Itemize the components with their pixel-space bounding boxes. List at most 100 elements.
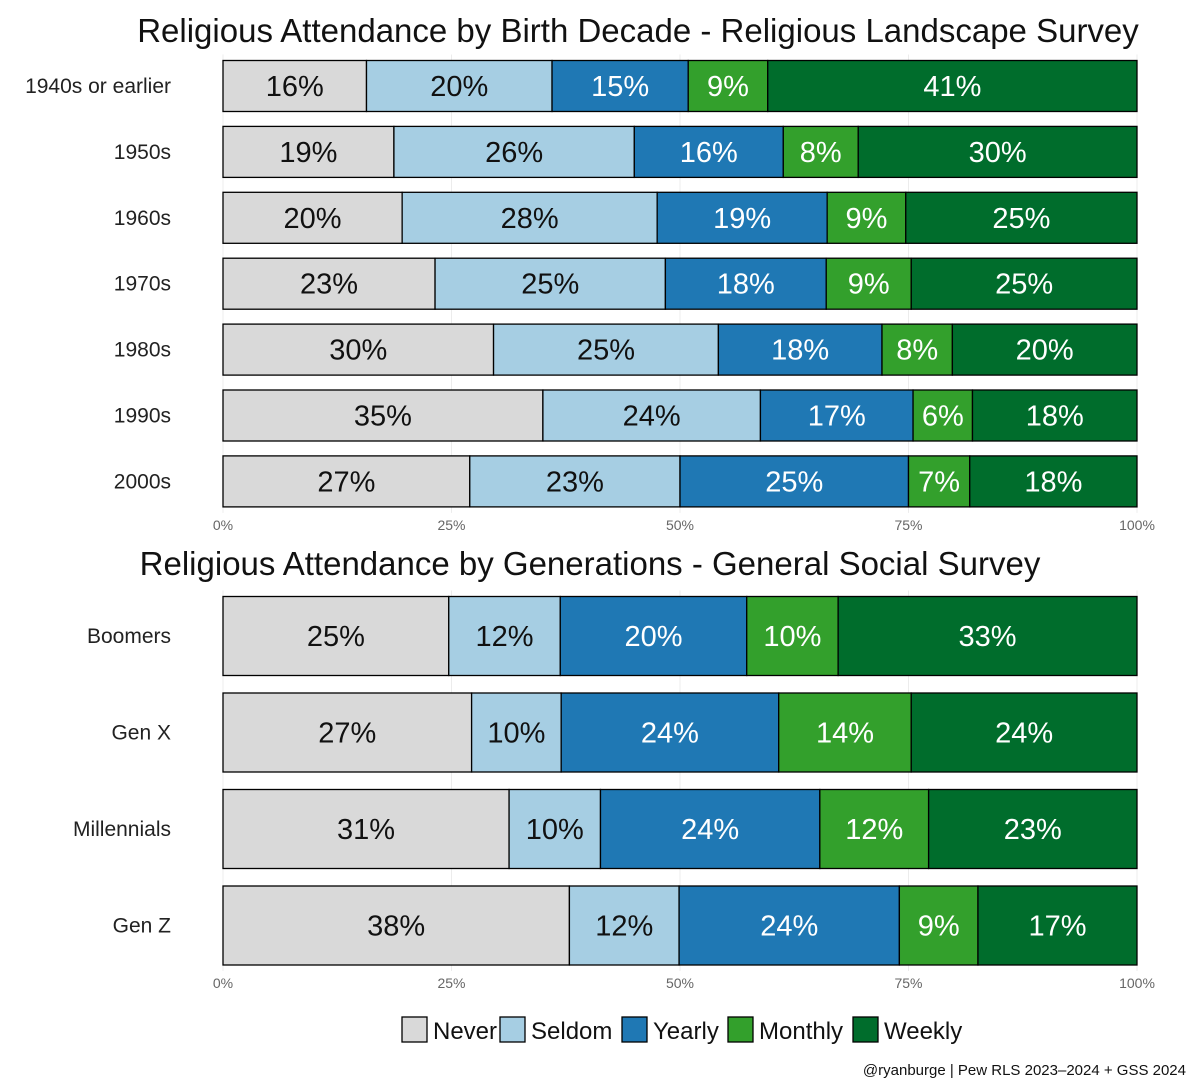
bar-segment-never	[222, 595, 450, 677]
data-label: 12%	[595, 911, 653, 943]
bar-segment-weekly	[857, 125, 1138, 179]
x-tick-label: 25%	[437, 975, 465, 991]
data-label: 7%	[918, 466, 960, 498]
data-label: 25%	[765, 466, 823, 498]
x-tick-label: 100%	[1119, 517, 1155, 533]
bar-segment-monthly	[746, 595, 839, 677]
data-label: 19%	[713, 203, 771, 235]
chart-panels: 0% 25% 50% 75% 100% 1940s or earlier 16% 20% 15%…	[25, 54, 1155, 991]
bar-segment-weekly	[905, 191, 1138, 244]
data-label: 25%	[995, 269, 1053, 301]
bar-segment-monthly	[912, 389, 974, 442]
bar-segment-never	[222, 125, 395, 179]
data-label: 20%	[1016, 335, 1074, 367]
bar-segment-weekly	[910, 257, 1138, 310]
bar-segment-seldom	[434, 257, 667, 310]
chart-title-generations: Religious Attendance by Generations - Ge…	[140, 545, 1041, 582]
bar-segment-never	[222, 323, 495, 376]
bar-segment-seldom	[469, 455, 681, 508]
category-label: Boomers	[87, 625, 171, 648]
legend-label: Weekly	[884, 1018, 962, 1045]
data-label: 10%	[763, 621, 821, 653]
data-label: 9%	[848, 269, 890, 301]
bar-segment-seldom	[448, 595, 561, 677]
data-label: 14%	[816, 718, 874, 750]
bar-segment-monthly	[819, 788, 930, 870]
bar-segment-weekly	[971, 389, 1138, 442]
data-label: 31%	[337, 814, 395, 846]
data-label: 20%	[284, 203, 342, 235]
data-label: 30%	[969, 137, 1027, 169]
bar-segment-never	[222, 692, 473, 773]
data-label: 41%	[923, 71, 981, 103]
bar-segment-yearly	[551, 59, 689, 113]
category-label: Gen X	[111, 722, 171, 745]
x-tick-label: 75%	[894, 517, 922, 533]
category-label: 1960s	[114, 207, 171, 230]
data-label: 38%	[367, 911, 425, 943]
data-label: 24%	[641, 718, 699, 750]
bar-segment-seldom	[365, 59, 553, 113]
bar-segment-yearly	[560, 692, 780, 773]
category-label: Gen Z	[113, 915, 172, 938]
legend-label: Never	[433, 1018, 497, 1045]
bar-segment-seldom	[492, 323, 720, 376]
data-label: 15%	[591, 71, 649, 103]
bar-segment-never	[222, 59, 368, 113]
data-label: 9%	[707, 71, 749, 103]
bar-segment-weekly	[837, 595, 1138, 677]
bar-segment-seldom	[470, 692, 562, 773]
data-label: 18%	[771, 335, 829, 367]
legend-label: Monthly	[759, 1018, 843, 1045]
x-tick-label: 0%	[213, 517, 233, 533]
legend-swatch-monthly	[727, 1016, 754, 1043]
data-label: 24%	[623, 401, 681, 433]
bar-segment-yearly	[559, 595, 748, 677]
legend-label: Yearly	[653, 1018, 719, 1045]
category-label: 1950s	[114, 141, 171, 164]
data-label: 24%	[681, 814, 739, 846]
data-label: 20%	[430, 71, 488, 103]
category-label: 1990s	[114, 405, 171, 428]
bar-segment-seldom	[508, 788, 602, 870]
x-tick-label: 25%	[437, 517, 465, 533]
data-label: 27%	[317, 466, 375, 498]
bar-segment-yearly	[664, 257, 827, 310]
data-label: 12%	[475, 621, 533, 653]
data-label: 24%	[760, 911, 818, 943]
bar-segment-monthly	[898, 885, 979, 966]
bar-segment-weekly	[910, 692, 1138, 773]
legend-swatch-never	[401, 1016, 428, 1043]
bar-segment-weekly	[951, 323, 1138, 376]
bar-segment-yearly	[759, 389, 914, 442]
bar-segment-weekly	[927, 788, 1138, 870]
data-label: 17%	[808, 401, 866, 433]
data-label: 16%	[680, 137, 738, 169]
bar-segment-seldom	[568, 885, 680, 966]
category-label: 1940s or earlier	[25, 75, 171, 98]
category-label: 2000s	[114, 470, 171, 493]
legend: Never Seldom Yearly Monthly Weekly	[401, 1016, 962, 1045]
data-label: 17%	[1028, 911, 1086, 943]
bar-segment-monthly	[881, 323, 954, 376]
data-label: 25%	[577, 335, 635, 367]
data-label: 27%	[318, 718, 376, 750]
category-label: Millennials	[73, 818, 171, 841]
x-tick-label: 50%	[666, 975, 694, 991]
bar-segment-never	[222, 885, 571, 966]
data-label: 10%	[487, 718, 545, 750]
category-label: 1980s	[114, 339, 171, 362]
bar-segment-yearly	[599, 788, 821, 870]
data-label: 16%	[266, 71, 324, 103]
data-label: 18%	[1026, 401, 1084, 433]
data-label: 26%	[485, 137, 543, 169]
bar-segment-monthly	[778, 692, 912, 773]
data-label: 10%	[526, 814, 584, 846]
data-label: 19%	[279, 137, 337, 169]
bar-segment-never	[222, 788, 510, 870]
data-label: 8%	[800, 137, 842, 169]
legend-swatch-seldom	[499, 1016, 526, 1043]
bar-segment-monthly	[907, 455, 971, 508]
data-label: 24%	[995, 718, 1053, 750]
